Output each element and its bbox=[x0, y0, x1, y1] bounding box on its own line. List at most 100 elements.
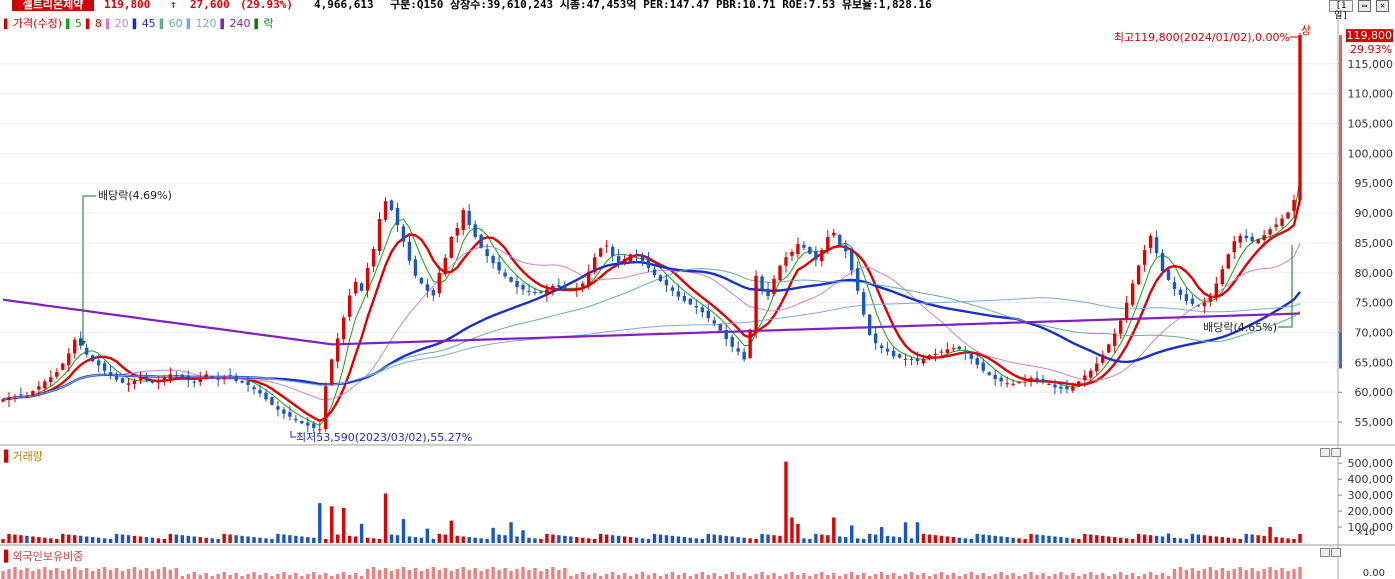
candle bbox=[945, 342, 950, 357]
y-tick-label: 55,000 bbox=[1355, 416, 1394, 429]
foreign-ratio-bar bbox=[270, 576, 274, 579]
ma-5-line bbox=[2, 178, 1301, 426]
pane-minimize-icon[interactable] bbox=[1320, 448, 1330, 457]
candle bbox=[192, 379, 196, 388]
pane-close-icon[interactable] bbox=[1331, 548, 1341, 557]
legend-item[interactable]: ▌ 45 bbox=[132, 17, 156, 30]
volume-bar bbox=[515, 536, 519, 543]
foreign-ratio-bar bbox=[395, 569, 400, 579]
candle bbox=[802, 240, 806, 251]
foreign-ratio-bar bbox=[1035, 575, 1039, 579]
volume-bar bbox=[694, 538, 699, 543]
y-tick-label: 95,000 bbox=[1355, 177, 1394, 190]
candle bbox=[1202, 297, 1207, 314]
pane-minimize-icon[interactable] bbox=[1320, 548, 1330, 557]
foreign-ratio-bar bbox=[879, 572, 884, 579]
volume-bar bbox=[730, 536, 734, 543]
volume-bar bbox=[927, 534, 932, 543]
legend-item[interactable]: ▌ 20 bbox=[105, 17, 129, 30]
close-icon[interactable]: ✕ bbox=[1376, 0, 1389, 12]
volume-bar bbox=[96, 537, 101, 543]
volume-bar bbox=[1166, 533, 1171, 543]
pane-close-icon[interactable] bbox=[1331, 448, 1341, 457]
volume-bar bbox=[503, 535, 507, 543]
volume-bar bbox=[521, 530, 525, 543]
candle bbox=[449, 236, 453, 259]
foreign-ratio-bar bbox=[664, 574, 669, 579]
volume-bar bbox=[1035, 534, 1039, 543]
foreign-ratio-bar bbox=[120, 571, 125, 579]
volume-bar bbox=[461, 536, 465, 543]
volume-bar bbox=[43, 537, 47, 543]
foreign-ratio-bar bbox=[1136, 576, 1141, 579]
foreign-ratio-bar bbox=[312, 572, 316, 579]
foreign-ratio-bar bbox=[1029, 572, 1033, 579]
candle bbox=[1172, 276, 1177, 296]
candle bbox=[563, 281, 567, 292]
volume-bar bbox=[885, 535, 890, 543]
y-tick-label: 70,000 bbox=[1355, 327, 1394, 340]
candle bbox=[1250, 232, 1254, 244]
volume-bar bbox=[180, 535, 185, 543]
foreign-ratio-bar bbox=[491, 567, 495, 579]
volume-bar bbox=[1172, 537, 1177, 543]
foreign-ratio-bar bbox=[814, 574, 818, 579]
legend-item[interactable]: ▌ 락 bbox=[254, 17, 274, 30]
candle bbox=[383, 197, 388, 223]
foreign-ratio-bar bbox=[180, 576, 185, 579]
legend-item[interactable]: ▌ 240 bbox=[220, 17, 251, 30]
legend-item[interactable]: ▌ 가격(수정) bbox=[4, 17, 62, 30]
volume-bar bbox=[873, 534, 878, 543]
foreign-ratio-bar bbox=[658, 576, 663, 579]
candle bbox=[216, 372, 220, 387]
volume-bar bbox=[658, 534, 663, 543]
candle bbox=[1023, 374, 1027, 387]
volume-bar bbox=[258, 537, 262, 543]
volume-bar bbox=[628, 537, 633, 543]
foreign-ratio-bar bbox=[1262, 569, 1266, 579]
foreign-ratio-bar bbox=[413, 568, 418, 579]
foreign-ratio-bar bbox=[581, 572, 585, 579]
period-selector[interactable]: [1일] bbox=[1329, 0, 1353, 21]
legend-item[interactable]: ▌ 8 bbox=[85, 17, 102, 30]
foreign-ratio-bar bbox=[210, 576, 214, 579]
foreign-ratio-bar bbox=[754, 574, 758, 579]
volume-bar bbox=[545, 533, 549, 543]
foreign-ratio-bar bbox=[1298, 567, 1302, 579]
candle bbox=[1047, 382, 1051, 386]
foreign-ratio-bar bbox=[1244, 570, 1248, 579]
volume-bar bbox=[407, 536, 412, 543]
stock-name[interactable]: 셀트리온제약 bbox=[12, 0, 94, 11]
volume-bar bbox=[216, 539, 220, 543]
foreign-ratio-bar bbox=[634, 574, 639, 579]
y-tick-label: 75,000 bbox=[1355, 297, 1394, 310]
volume-bar bbox=[144, 537, 149, 543]
volume-bar bbox=[742, 537, 746, 543]
minimize-icon[interactable]: ▭ bbox=[1358, 0, 1371, 12]
candle bbox=[306, 417, 310, 433]
foreign-ratio-bar bbox=[347, 575, 352, 579]
candle bbox=[437, 265, 442, 298]
foreign-ratio-bar bbox=[742, 573, 746, 579]
volume-bar bbox=[1154, 535, 1159, 543]
volume-bar bbox=[1118, 537, 1123, 543]
volume-bar bbox=[598, 533, 603, 543]
foreign-ratio-bar bbox=[61, 571, 65, 579]
foreign-ratio-bar bbox=[407, 570, 412, 579]
candle bbox=[359, 282, 364, 292]
legend-item[interactable]: ▌ 120 bbox=[186, 17, 217, 30]
candle bbox=[610, 244, 615, 262]
ma-120-line bbox=[2, 297, 1301, 400]
candle bbox=[1124, 295, 1129, 324]
foreign-ratio-bar bbox=[1041, 573, 1045, 579]
candle bbox=[150, 380, 155, 384]
legend-item[interactable]: ▌ 5 bbox=[66, 17, 82, 30]
candle bbox=[897, 353, 902, 359]
foreign-ratio-bar bbox=[425, 569, 430, 579]
foreign-ratio-bar bbox=[132, 567, 137, 579]
price-change: 27,600 bbox=[190, 0, 230, 11]
legend-item[interactable]: ▌ 60 bbox=[159, 17, 183, 30]
foreign-ratio-bar bbox=[485, 569, 489, 579]
volume-bar bbox=[509, 522, 513, 543]
foreign-ratio-bar bbox=[138, 570, 143, 579]
